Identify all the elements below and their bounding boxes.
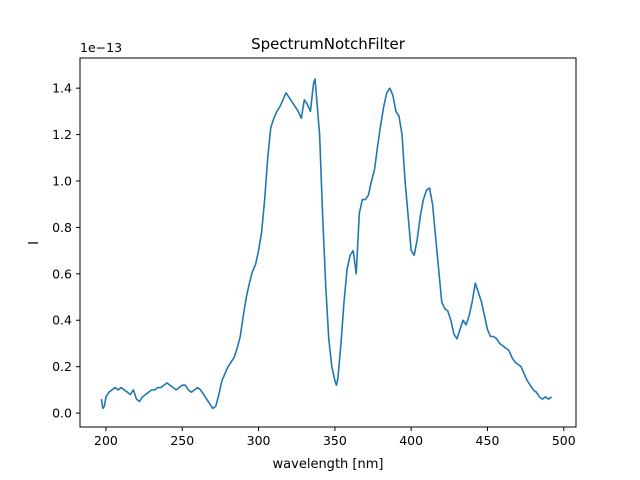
y-tick-label: 0.4 [52,313,72,328]
x-tick-label: 500 [552,433,576,448]
chart-title: SpectrumNotchFilter [251,35,406,53]
x-tick-label: 300 [247,433,271,448]
y-axis: 0.0 0.2 0.4 0.6 0.8 1.0 1.2 1.4 [52,81,80,421]
y-tick-label: 0.2 [52,359,72,374]
x-tick-label: 350 [323,433,347,448]
x-tick-label: 200 [94,433,118,448]
x-axis-label: wavelength [nm] [273,457,384,472]
y-tick-label: 1.2 [52,127,72,142]
y-tick-label: 1.0 [52,174,72,189]
plot-frame [79,57,577,428]
x-tick-label: 400 [399,433,423,448]
y-axis-label: I [27,241,42,245]
y-tick-label: 0.8 [52,220,72,235]
y-offset-label: 1e−13 [80,40,122,55]
x-tick-label: 250 [170,433,194,448]
y-tick-label: 1.4 [52,81,72,96]
series-line [100,78,553,410]
plot-area [80,58,576,427]
y-tick-label: 0.6 [52,266,72,281]
x-axis: 200 250 300 350 400 450 500 [94,427,576,448]
y-tick-label: 0.0 [52,406,72,421]
x-tick-label: 450 [476,433,500,448]
